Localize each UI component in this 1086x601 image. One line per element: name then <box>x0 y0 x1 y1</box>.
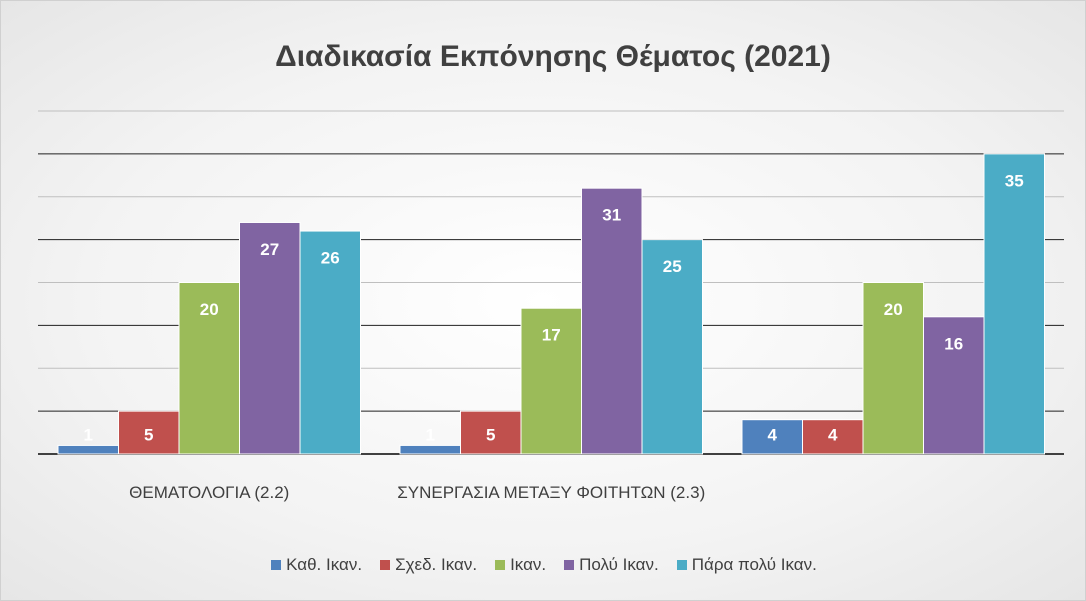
bar <box>460 410 522 455</box>
data-label: 5 <box>486 425 495 444</box>
legend-item: Πολύ Ικαν. <box>564 555 659 575</box>
bar <box>923 316 985 455</box>
data-label: 25 <box>663 257 682 276</box>
data-label: 26 <box>321 249 340 268</box>
data-label: 1 <box>84 425 93 444</box>
bar <box>641 239 703 455</box>
legend-label: Σχεδ. Ικαν. <box>395 555 478 574</box>
data-label: 35 <box>1005 171 1024 190</box>
legend-swatch <box>564 560 575 570</box>
legend-label: Καθ. Ικαν. <box>286 555 363 574</box>
x-tick-label: ΘΕΜΑΤΟΛΟΓΙΑ (2.2) <box>129 483 290 502</box>
legend-swatch <box>676 560 687 570</box>
legend-swatch <box>380 560 391 570</box>
data-label: 31 <box>602 206 621 225</box>
bar <box>520 307 582 455</box>
data-label: 4 <box>828 425 838 444</box>
bar <box>178 282 240 455</box>
data-label: 4 <box>768 425 778 444</box>
bar <box>862 282 924 455</box>
legend-label: Ικαν. <box>510 555 547 574</box>
data-label: 5 <box>144 425 153 444</box>
bar <box>57 444 119 455</box>
bar <box>802 419 864 455</box>
bar <box>399 444 461 455</box>
legend-label: Πολύ Ικαν. <box>579 555 659 574</box>
bar <box>299 230 361 455</box>
legend-item: Σχεδ. Ικαν. <box>380 555 477 575</box>
data-label: 1 <box>426 425 435 444</box>
data-label: 27 <box>260 240 279 259</box>
legend-item: Καθ. Ικαν. <box>271 555 362 575</box>
legend-label: Πάρα πολύ Ικαν. <box>691 555 817 574</box>
data-label: 20 <box>200 300 219 319</box>
data-label: 17 <box>542 326 561 345</box>
bar <box>983 153 1045 455</box>
legend-item: Ικαν. <box>495 555 546 575</box>
data-label: 20 <box>884 300 903 319</box>
chart-title: Διαδικασία Εκπόνησης Θέματος (2021) <box>275 40 831 73</box>
x-tick-label: ΣΥΝΕΡΓΑΣΙΑ ΜΕΤΑΞΥ ΦΟΙΤΗΤΩΝ (2.3) <box>397 483 706 502</box>
bar <box>741 419 803 455</box>
legend-item: Πάρα πολύ Ικαν. <box>676 555 817 575</box>
legend: Καθ. Ικαν. Σχεδ. Ικαν. Ικαν. Πολύ Ικαν. Πάρα… <box>1 555 1085 575</box>
legend-swatch <box>495 560 506 570</box>
data-label: 16 <box>944 334 963 353</box>
legend-swatch <box>271 560 282 570</box>
bar <box>239 221 301 455</box>
bar <box>581 187 643 455</box>
